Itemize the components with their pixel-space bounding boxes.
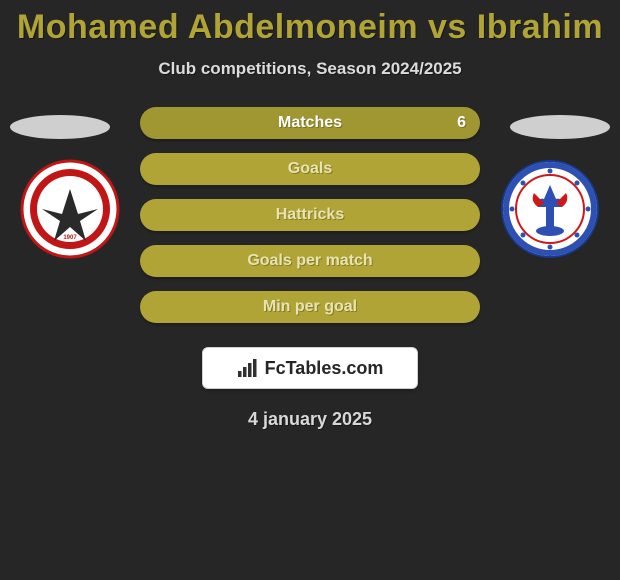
stat-row: Matches 6: [140, 107, 480, 139]
page-title: Mohamed Abdelmoneim vs Ibrahim: [0, 0, 620, 47]
left-player-oval: [10, 115, 110, 139]
smouha-crest-icon: [500, 159, 600, 259]
al-ahly-crest-icon: الأهلي 1907: [20, 159, 120, 259]
stat-label: Min per goal: [263, 298, 357, 316]
stat-label: Hattricks: [276, 206, 344, 224]
stat-value-right: 6: [457, 114, 466, 132]
stats-list: Matches 6 Goals Hattricks Goals per match Min…: [140, 107, 480, 323]
svg-text:1907: 1907: [63, 235, 77, 241]
brand-box: FcTables.com: [202, 347, 418, 389]
bars-icon: [237, 357, 259, 379]
stat-row: Goals per match: [140, 245, 480, 277]
date-label: 4 january 2025: [0, 409, 620, 430]
season-subtitle: Club competitions, Season 2024/2025: [0, 59, 620, 79]
stat-row: Min per goal: [140, 291, 480, 323]
left-team-badge: الأهلي 1907: [20, 159, 120, 259]
stat-label: Goals per match: [247, 252, 372, 270]
stat-row: Hattricks: [140, 199, 480, 231]
brand-text: FcTables.com: [265, 358, 384, 379]
stat-label: Matches: [278, 114, 342, 132]
comparison-area: الأهلي 1907 Matches6Goal: [0, 107, 620, 430]
stat-label: Goals: [288, 160, 332, 178]
stat-row: Goals: [140, 153, 480, 185]
right-player-oval: [510, 115, 610, 139]
right-team-badge: [500, 159, 600, 259]
